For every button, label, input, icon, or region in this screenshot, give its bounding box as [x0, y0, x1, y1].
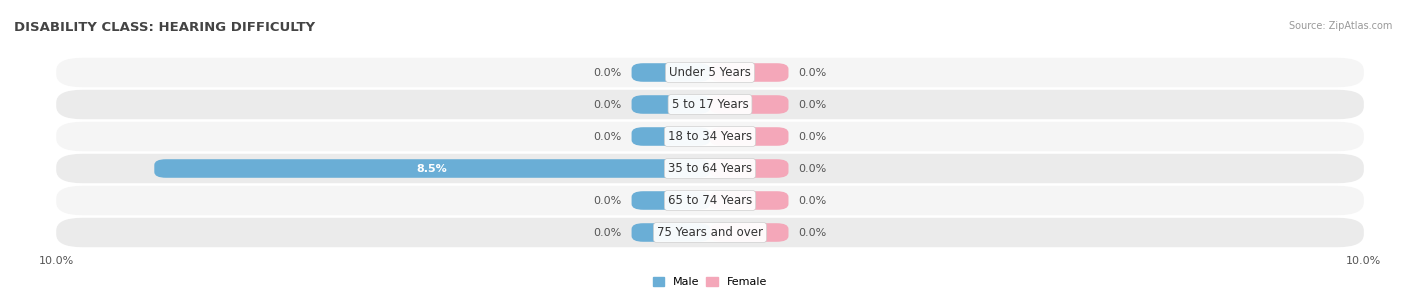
FancyBboxPatch shape — [710, 191, 789, 210]
FancyBboxPatch shape — [631, 95, 710, 114]
Text: 0.0%: 0.0% — [593, 99, 621, 109]
Text: 0.0%: 0.0% — [799, 131, 827, 142]
Text: Under 5 Years: Under 5 Years — [669, 66, 751, 79]
Text: 0.0%: 0.0% — [593, 131, 621, 142]
Text: 5 to 17 Years: 5 to 17 Years — [672, 98, 748, 111]
Legend: Male, Female: Male, Female — [654, 277, 766, 288]
FancyBboxPatch shape — [56, 218, 1364, 247]
Text: 0.0%: 0.0% — [799, 196, 827, 206]
Text: 0.0%: 0.0% — [799, 67, 827, 77]
FancyBboxPatch shape — [710, 159, 789, 178]
FancyBboxPatch shape — [710, 223, 789, 242]
FancyBboxPatch shape — [56, 90, 1364, 119]
Text: 0.0%: 0.0% — [799, 99, 827, 109]
FancyBboxPatch shape — [710, 63, 789, 82]
Text: DISABILITY CLASS: HEARING DIFFICULTY: DISABILITY CLASS: HEARING DIFFICULTY — [14, 21, 315, 34]
FancyBboxPatch shape — [56, 122, 1364, 151]
FancyBboxPatch shape — [56, 58, 1364, 87]
Text: 18 to 34 Years: 18 to 34 Years — [668, 130, 752, 143]
FancyBboxPatch shape — [56, 186, 1364, 215]
Text: 0.0%: 0.0% — [799, 228, 827, 238]
FancyBboxPatch shape — [631, 223, 710, 242]
Text: 65 to 74 Years: 65 to 74 Years — [668, 194, 752, 207]
FancyBboxPatch shape — [631, 127, 710, 146]
Text: 0.0%: 0.0% — [593, 67, 621, 77]
Text: 8.5%: 8.5% — [416, 163, 447, 174]
Text: 0.0%: 0.0% — [593, 228, 621, 238]
Text: 35 to 64 Years: 35 to 64 Years — [668, 162, 752, 175]
Text: 75 Years and over: 75 Years and over — [657, 226, 763, 239]
FancyBboxPatch shape — [710, 127, 789, 146]
Text: 0.0%: 0.0% — [799, 163, 827, 174]
FancyBboxPatch shape — [56, 154, 1364, 183]
FancyBboxPatch shape — [631, 63, 710, 82]
Text: Source: ZipAtlas.com: Source: ZipAtlas.com — [1288, 21, 1392, 31]
FancyBboxPatch shape — [631, 191, 710, 210]
FancyBboxPatch shape — [710, 95, 789, 114]
Text: 0.0%: 0.0% — [593, 196, 621, 206]
FancyBboxPatch shape — [155, 159, 710, 178]
